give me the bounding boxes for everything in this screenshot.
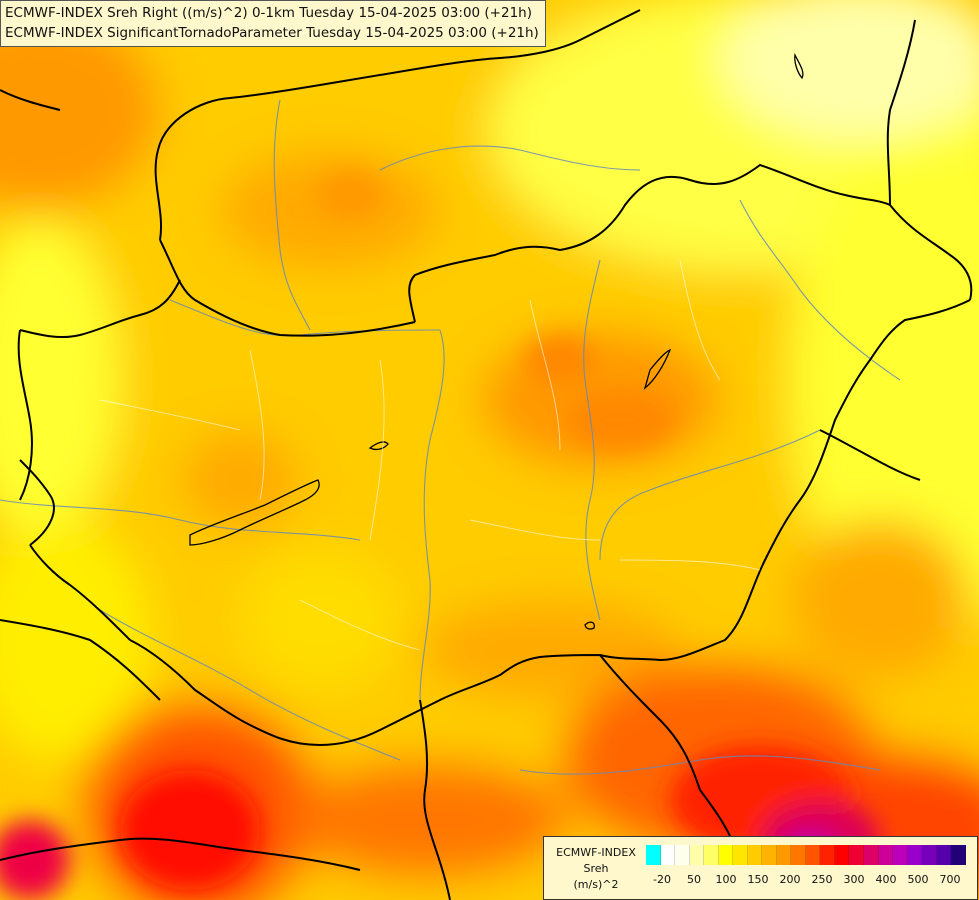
legend-swatch xyxy=(863,845,879,865)
legend-swatch xyxy=(893,845,908,865)
legend-tick-label: 100 xyxy=(715,873,737,886)
legend-swatch xyxy=(936,845,952,865)
legend-tick-label: 300 xyxy=(843,873,865,886)
legend-swatches xyxy=(646,845,966,865)
legend-tick-label: 200 xyxy=(779,873,801,886)
lake-balaton xyxy=(189,479,320,546)
regional-boundaries xyxy=(99,259,761,651)
legend-unit: (m/s)^2 xyxy=(573,878,619,891)
legend-swatch xyxy=(689,845,705,865)
legend-swatch xyxy=(660,845,676,865)
color-legend: ECMWF-INDEX Sreh (m/s)^2 -20 50 100 150 200 2… xyxy=(543,836,978,900)
legend-tick-label: 250 xyxy=(811,873,833,886)
legend-swatch xyxy=(704,845,719,865)
legend-swatch xyxy=(675,845,690,865)
legend-swatch xyxy=(776,845,792,865)
map-title: ECMWF-INDEX Sreh Right ((m/s)^2) 0-1km T… xyxy=(0,0,546,47)
legend-swatch xyxy=(733,845,748,865)
legend-swatch xyxy=(805,845,821,865)
country-borders xyxy=(0,9,973,900)
legend-tick-label: 400 xyxy=(875,873,897,886)
legend-swatch xyxy=(718,845,734,865)
legend-swatch xyxy=(791,845,806,865)
legend-tick-label: 700 xyxy=(939,873,961,886)
legend-model: ECMWF-INDEX xyxy=(556,846,636,859)
legend-swatch xyxy=(646,845,661,865)
legend-ticks: -20 50 100 150 200 250 300 400 500 700 xyxy=(646,873,976,889)
legend-tick-label: 50 xyxy=(687,873,701,886)
legend-tick-label: -20 xyxy=(653,873,671,886)
legend-title: ECMWF-INDEX Sreh (m/s)^2 xyxy=(548,845,644,893)
title-line-1: ECMWF-INDEX Sreh Right ((m/s)^2) 0-1km T… xyxy=(5,5,532,21)
legend-tick-label: 500 xyxy=(907,873,929,886)
legend-variable: Sreh xyxy=(583,862,609,875)
legend-swatch xyxy=(762,845,777,865)
legend-swatch xyxy=(747,845,763,865)
title-line-2: ECMWF-INDEX SignificantTornadoParameter … xyxy=(5,25,539,41)
lakes xyxy=(189,52,804,630)
legend-swatch xyxy=(820,845,835,865)
legend-swatch xyxy=(834,845,850,865)
legend-swatch xyxy=(922,845,937,865)
legend-swatch xyxy=(907,845,923,865)
legend-swatch xyxy=(878,845,894,865)
legend-swatch xyxy=(849,845,864,865)
legend-tick-label: 150 xyxy=(747,873,769,886)
legend-swatch xyxy=(951,845,966,865)
